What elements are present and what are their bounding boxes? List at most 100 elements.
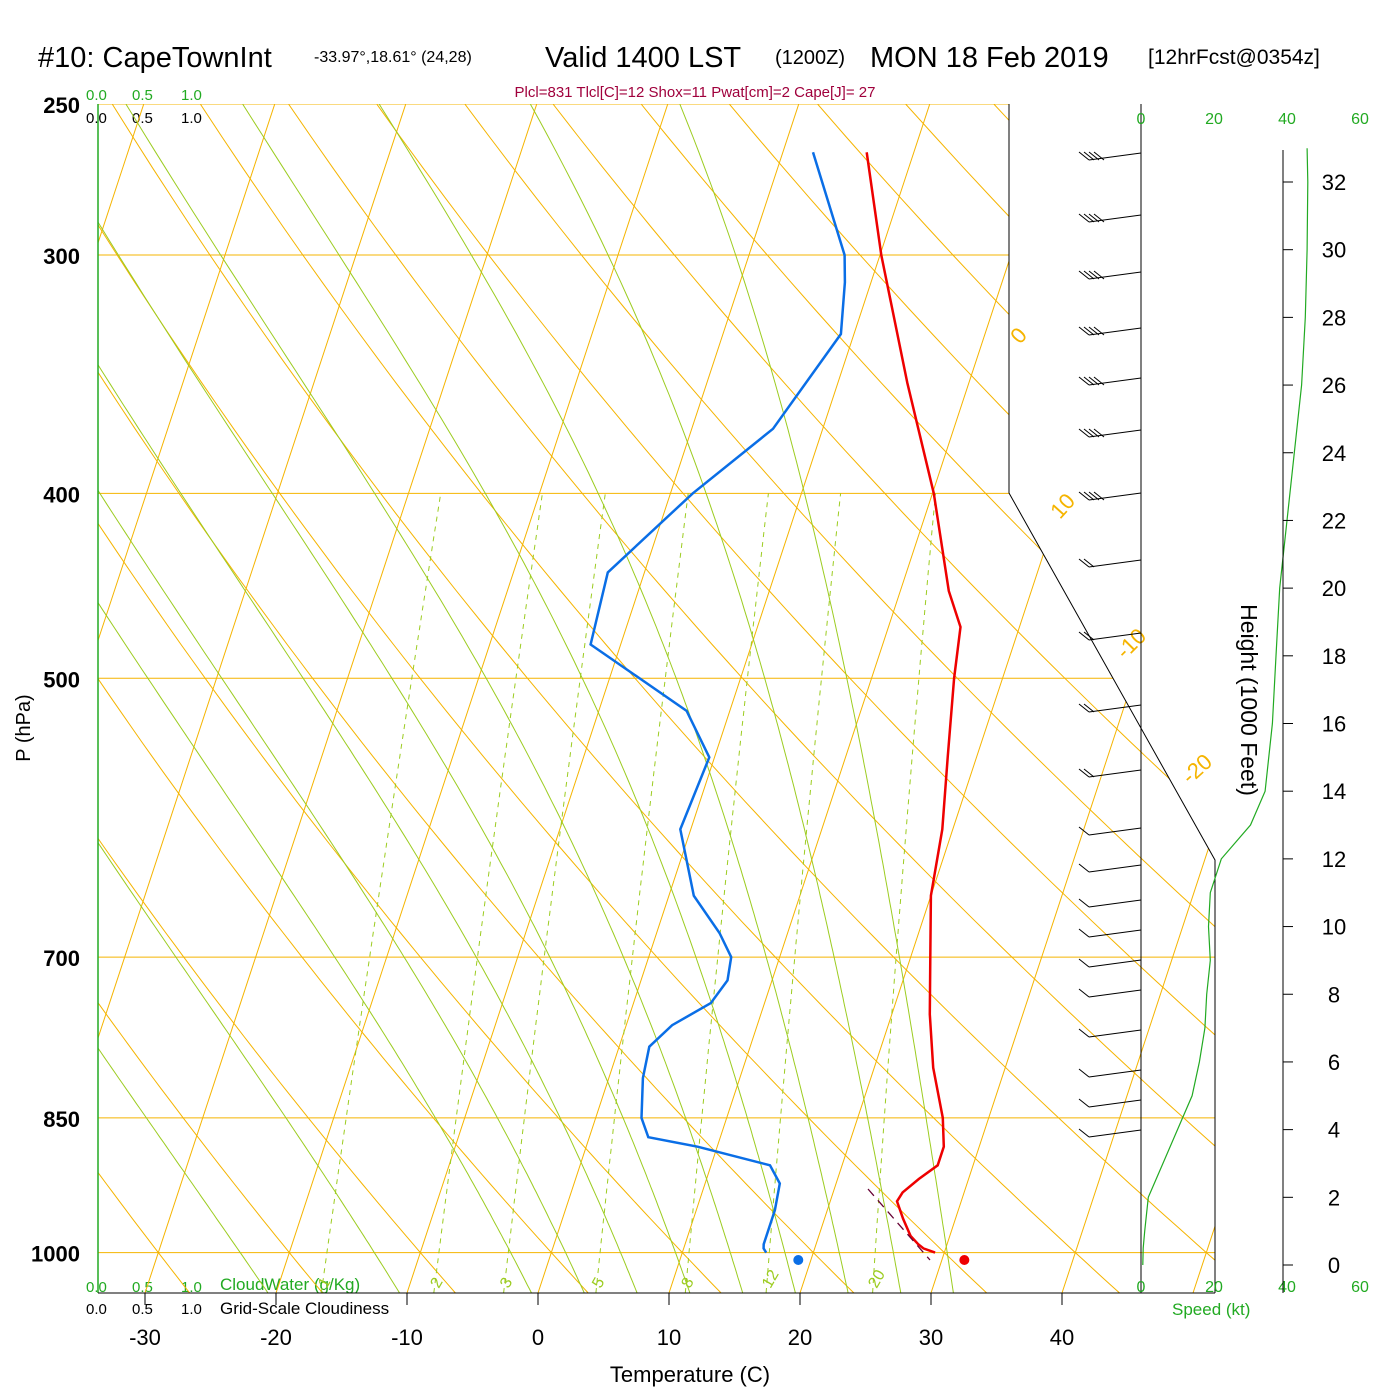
station-title: #10: CapeTownInt	[38, 42, 272, 74]
dry-adiabat-30	[98, 104, 996, 1293]
x-tick-label: 30	[919, 1325, 943, 1350]
wind-barb-feather	[1088, 213, 1100, 223]
wind-barb-feather	[1078, 1068, 1090, 1078]
wind-barb	[1078, 988, 1142, 998]
dry-adiabat-label: -20	[1177, 749, 1217, 789]
wind-barb	[1078, 703, 1142, 713]
height-tick-label: 32	[1322, 170, 1346, 195]
wind-barb	[1078, 1068, 1142, 1078]
wind-barb-feather	[1093, 213, 1105, 223]
isotherm--10	[406, 104, 939, 1293]
isotherm--50	[98, 104, 415, 1293]
isotherm-0	[537, 104, 1070, 1293]
wind-barb-feather	[1078, 1028, 1090, 1038]
cloudiness-top-0: 0.0	[86, 110, 107, 127]
height-tick-label: 0	[1328, 1253, 1340, 1278]
p-tick-label: 700	[43, 946, 80, 971]
wind-barb-feather	[1088, 326, 1100, 336]
mixing-ratio-2	[433, 493, 543, 1293]
speed-tick-top: 20	[1205, 111, 1223, 128]
wind-barb	[1078, 151, 1142, 161]
moist-adiabat-12	[98, 104, 694, 1293]
wind-barb-feather	[1078, 631, 1090, 641]
surface-dewpoint-dot	[793, 1255, 804, 1265]
wind-barb	[1078, 558, 1142, 568]
wind-barb-feather	[1083, 326, 1095, 336]
dry-adiabat-50	[98, 104, 1215, 1293]
cloudiness-label: Grid-Scale Cloudiness	[220, 1299, 389, 1318]
height-tick-label: 22	[1322, 508, 1346, 533]
cw-top-0: 0.0	[86, 87, 107, 104]
height-tick-label: 30	[1322, 238, 1346, 263]
dry-adiabat-0	[98, 104, 596, 1293]
cw-top-1: 1.0	[181, 87, 202, 104]
wind-barb	[1078, 863, 1142, 873]
forecast-info: [12hrFcst@0354z]	[1148, 46, 1320, 69]
speed-axis-title: Speed (kt)	[1172, 1300, 1250, 1319]
height-tick-label: 26	[1322, 373, 1346, 398]
moist-adiabat-16	[125, 104, 746, 1293]
speed-tick-top: 40	[1278, 111, 1296, 128]
x-axis-title: Temperature (C)	[610, 1362, 770, 1387]
wind-barb-feather	[1083, 631, 1095, 641]
moist-adiabat-20	[242, 104, 798, 1293]
dewpoint-profile	[589, 151, 847, 1254]
wind-barb	[1078, 1128, 1142, 1138]
wind-barb-feather	[1083, 270, 1095, 280]
wind-speed-profile	[1142, 148, 1309, 1266]
wind-barb-feather	[1093, 428, 1105, 438]
cloudwater-scale-top: 0.0 0.5 1.0 0.0 0.5 1.0	[86, 87, 202, 127]
wind-barb-feather	[1078, 428, 1090, 438]
x-tick-label: 10	[657, 1325, 681, 1350]
wind-barb-feather	[1078, 558, 1090, 568]
dry-adiabat-40	[98, 104, 1129, 1293]
wind-barb-shaft	[1088, 1069, 1142, 1078]
wind-barb-shaft	[1088, 899, 1142, 908]
x-tick-label: -20	[260, 1325, 292, 1350]
wind-barb-feather	[1088, 151, 1100, 161]
isotherm--80	[0, 0, 21, 1293]
wind-barb-feather	[1083, 768, 1095, 778]
speed-tick-top: 60	[1351, 111, 1369, 128]
wind-barb	[1078, 428, 1142, 438]
height-tick-label: 20	[1322, 576, 1346, 601]
wind-barb-feather	[1078, 826, 1090, 836]
height-tick-label: 10	[1322, 915, 1346, 940]
dry-adiabat-70	[104, 104, 1215, 1293]
wind-barb	[1078, 213, 1142, 223]
p-tick-label: 400	[43, 482, 80, 507]
wind-barb-feather	[1078, 1128, 1090, 1138]
dry-adiabat-label: 10	[1045, 488, 1080, 523]
valid-date: MON 18 Feb 2019	[870, 42, 1109, 74]
wind-barb-feather	[1088, 270, 1100, 280]
mixing-ratio-1	[320, 493, 442, 1293]
cw-bottom-0: 0.0	[86, 1279, 107, 1296]
moist-adiabat--20	[98, 104, 274, 1293]
moist-adiabat-0	[98, 104, 536, 1293]
wind-barb-feather	[1078, 768, 1090, 778]
cloudiness-bottom-0: 0.0	[86, 1301, 107, 1318]
wind-barb-feather	[1078, 376, 1090, 386]
height-tick-label: 8	[1328, 982, 1340, 1007]
wind-barb-feather	[1083, 703, 1095, 713]
speed-tick-top: 0	[1137, 111, 1146, 128]
isotherm-10	[668, 104, 1201, 1293]
zulu-time: (1200Z)	[775, 47, 845, 69]
wind-barb-feather	[1078, 863, 1090, 873]
wind-barb-shaft	[1088, 632, 1142, 641]
wind-barb	[1078, 958, 1142, 968]
cw-top-05: 0.5	[132, 87, 153, 104]
wind-barb-feather	[1088, 428, 1100, 438]
wind-barb-feather	[1088, 491, 1100, 501]
wind-barb	[1078, 326, 1142, 336]
wind-barb-feather	[1078, 928, 1090, 938]
isotherm--70	[98, 104, 153, 1293]
wind-barb-shaft	[1088, 769, 1142, 778]
wind-barb-feather	[1083, 151, 1095, 161]
isotherm--30	[144, 104, 677, 1293]
moist-adiabat-32	[679, 104, 956, 1293]
dry-adiabat-10	[98, 104, 730, 1293]
wind-barb-feather	[1083, 376, 1095, 386]
mixing-ratio-label: 2	[428, 1275, 447, 1291]
